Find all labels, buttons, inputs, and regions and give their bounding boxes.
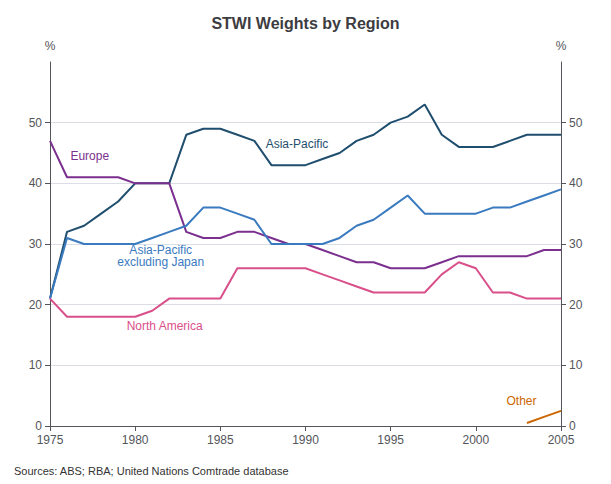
svg-text:40: 40 — [569, 176, 583, 190]
svg-text:50: 50 — [29, 116, 43, 130]
svg-text:40: 40 — [29, 176, 43, 190]
svg-text:Asia-Pacific: Asia-Pacific — [129, 243, 193, 258]
svg-text:Other: Other — [506, 394, 536, 408]
svg-text:1995: 1995 — [377, 433, 404, 447]
svg-text:%: % — [556, 39, 567, 53]
svg-text:20: 20 — [29, 298, 43, 312]
svg-text:10: 10 — [29, 358, 43, 372]
svg-text:STWI Weights by Region: STWI Weights by Region — [211, 15, 399, 32]
svg-text:1975: 1975 — [37, 433, 64, 447]
svg-text:North America: North America — [127, 319, 203, 333]
svg-text:1980: 1980 — [122, 433, 149, 447]
svg-text:0: 0 — [569, 419, 576, 433]
svg-text:2000: 2000 — [462, 433, 489, 447]
svg-text:30: 30 — [569, 237, 583, 251]
svg-text:30: 30 — [29, 237, 43, 251]
svg-text:1985: 1985 — [207, 433, 234, 447]
svg-text:Asia-Pacific: Asia-Pacific — [266, 137, 329, 151]
svg-text:%: % — [45, 39, 56, 53]
svg-text:2005: 2005 — [548, 433, 575, 447]
svg-text:Europe: Europe — [70, 149, 109, 163]
svg-text:10: 10 — [569, 358, 583, 372]
svg-text:Sources: ABS; RBA; United Nati: Sources: ABS; RBA; United Nations Comtra… — [14, 465, 289, 477]
svg-text:1990: 1990 — [292, 433, 319, 447]
svg-text:excluding Japan: excluding Japan — [117, 255, 204, 269]
svg-text:0: 0 — [35, 419, 42, 433]
svg-text:20: 20 — [569, 298, 583, 312]
svg-text:50: 50 — [569, 116, 583, 130]
